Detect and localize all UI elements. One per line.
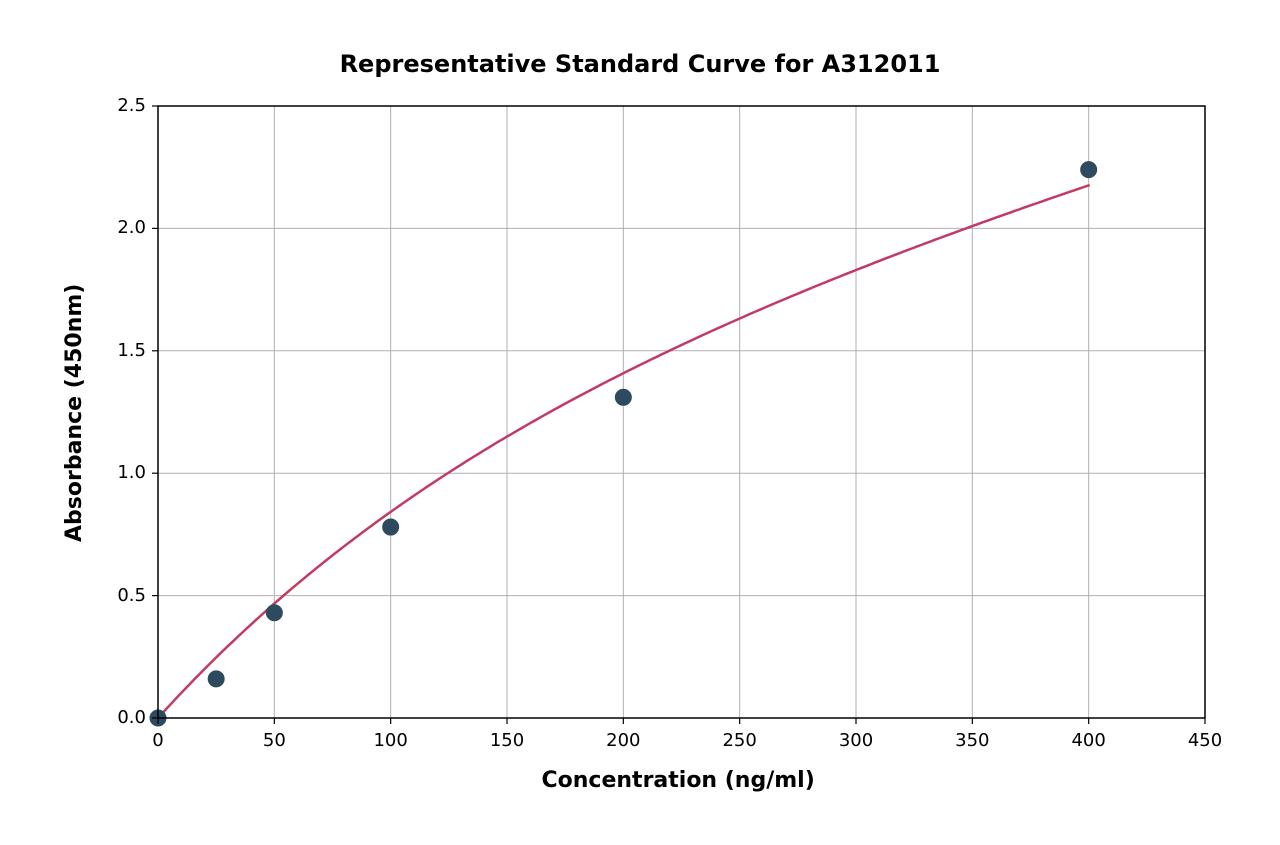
x-tick-label: 150 [489,730,525,751]
x-tick-label: 450 [1187,730,1223,751]
y-tick-label: 0.5 [117,585,146,606]
chart-svg [0,0,1280,845]
x-tick-label: 250 [722,730,758,751]
y-tick-label: 1.0 [117,462,146,483]
y-tick-label: 1.5 [117,340,146,361]
x-tick-label: 0 [140,730,176,751]
chart-container: Representative Standard Curve for A31201… [0,0,1280,845]
x-tick-label: 100 [373,730,409,751]
y-tick-label: 2.0 [117,217,146,238]
x-tick-label: 400 [1071,730,1107,751]
x-tick-label: 350 [954,730,990,751]
x-tick-label: 300 [838,730,874,751]
y-tick-label: 2.5 [117,95,146,116]
chart-title: Representative Standard Curve for A31201… [0,50,1280,78]
y-axis-label: Absorbance (450nm) [62,284,87,542]
y-tick-label: 0.0 [117,707,146,728]
x-tick-label: 50 [256,730,292,751]
x-tick-label: 200 [605,730,641,751]
x-axis-label: Concentration (ng/ml) [542,768,815,793]
